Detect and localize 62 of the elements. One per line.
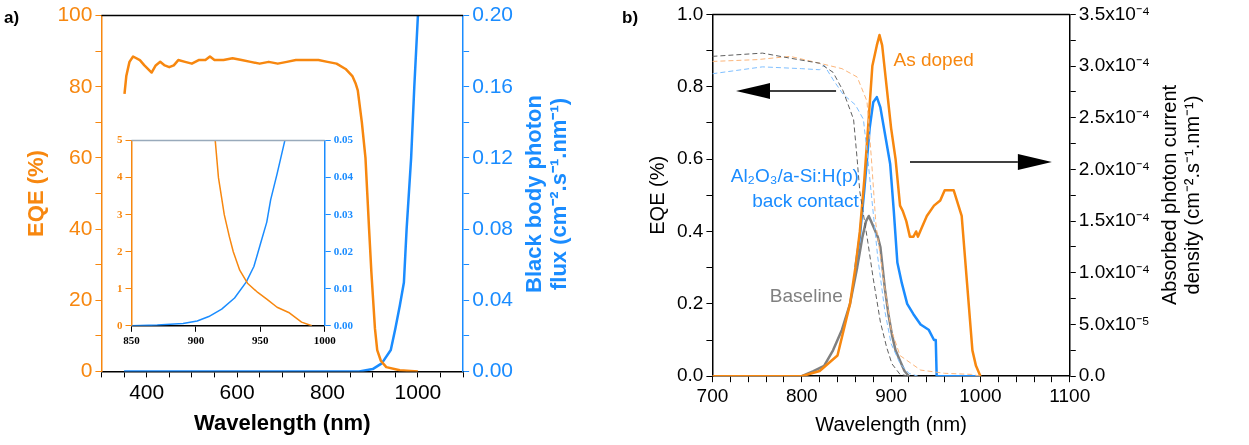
y2-tick-label: 0.04 xyxy=(333,170,354,183)
y2-tick-label: 2.0x10⁻⁴ xyxy=(1078,157,1151,179)
y2-tick-label: 0.02 xyxy=(333,244,354,257)
y2-tick-label: 0.08 xyxy=(472,215,513,239)
x-tick-label: 800 xyxy=(785,384,818,406)
x-axis-title: Wavelength (nm) xyxy=(815,412,967,435)
y2-tick-label: 0.0 xyxy=(1078,364,1106,386)
y2-tick-label: 0.16 xyxy=(472,73,513,97)
y2-tick-label: 0.01 xyxy=(333,281,353,294)
y2-tick-label: 3.0x10⁻⁴ xyxy=(1078,54,1151,76)
x-axis-title: Wavelength (nm) xyxy=(194,409,371,435)
y2-tick-label: 0.20 xyxy=(472,2,513,26)
x-tick-label: 900 xyxy=(875,384,907,406)
x-tick-label: 1000 xyxy=(959,384,1002,406)
y2-tick-label: 5.0x10⁻⁵ xyxy=(1078,312,1150,334)
y-tick-label: 5 xyxy=(117,133,123,146)
x-tick-label: 950 xyxy=(252,334,270,347)
y-tick-label: 4 xyxy=(117,170,123,183)
y2-tick-label: 0.04 xyxy=(472,287,514,311)
y-tick-label: 100 xyxy=(57,2,93,26)
x-tick-label: 1000 xyxy=(313,334,337,347)
y-tick-label: 1 xyxy=(117,281,123,294)
y2-axis-title: Absorbed photon current density (cm⁻².s⁻¹.nm⁻¹) xyxy=(1158,85,1204,306)
y2-tick-label: 2.5x10⁻⁴ xyxy=(1078,106,1151,128)
chart-title: b) xyxy=(622,8,639,28)
y2-tick-label: 0.00 xyxy=(472,358,513,382)
y-tick-label: 0.6 xyxy=(676,147,704,169)
y-tick-label: 0.0 xyxy=(676,364,704,386)
y-tick-label: 20 xyxy=(69,287,93,311)
y-tick-label: 40 xyxy=(69,215,93,239)
y2-tick-label: 1.5x10⁻⁴ xyxy=(1078,209,1151,231)
x-tick-label: 600 xyxy=(219,379,255,403)
y-tick-label: 0.2 xyxy=(676,292,704,314)
y-tick-label: 0.4 xyxy=(676,219,704,241)
y-tick-label: 80 xyxy=(69,73,93,97)
x-tick-label: 700 xyxy=(696,384,729,406)
y2-tick-label: 0.00 xyxy=(333,318,354,331)
chart-title: a) xyxy=(4,8,20,28)
y-tick-label: 0.8 xyxy=(676,74,704,96)
series-label: Baseline xyxy=(769,285,843,307)
x-tick-label: 900 xyxy=(187,334,205,347)
y-tick-label: 1.0 xyxy=(676,2,704,24)
x-tick-label: 850 xyxy=(123,334,141,347)
y-tick-label: 60 xyxy=(69,144,93,168)
y2-tick-label: 0.05 xyxy=(333,133,354,146)
y2-axis-title: Black body photon flux (cm⁻².s⁻¹.nm⁻¹) xyxy=(520,94,572,293)
y-tick-label: 3 xyxy=(117,207,123,220)
x-tick-label: 1000 xyxy=(394,379,442,403)
y2-tick-label: 3.5x10⁻⁴ xyxy=(1078,2,1151,24)
y2-tick-label: 0.12 xyxy=(472,144,513,168)
y2-tick-label: 1.0x10⁻⁴ xyxy=(1078,261,1151,283)
x-tick-label: 1100 xyxy=(1049,384,1091,406)
y-axis-title: EQE (%) xyxy=(645,155,668,235)
y-tick-label: 0 xyxy=(80,358,93,382)
x-tick-label: 400 xyxy=(129,379,165,403)
y-tick-label: 0 xyxy=(117,318,123,331)
x-tick-label: 800 xyxy=(309,379,346,403)
series-label: As doped xyxy=(893,49,974,71)
y-tick-label: 2 xyxy=(117,244,123,257)
series-label: Al₂O₃/a-Si:H(p) back contact xyxy=(730,165,860,212)
y-axis-title: EQE (%) xyxy=(23,150,49,237)
y2-tick-label: 0.03 xyxy=(333,207,354,220)
